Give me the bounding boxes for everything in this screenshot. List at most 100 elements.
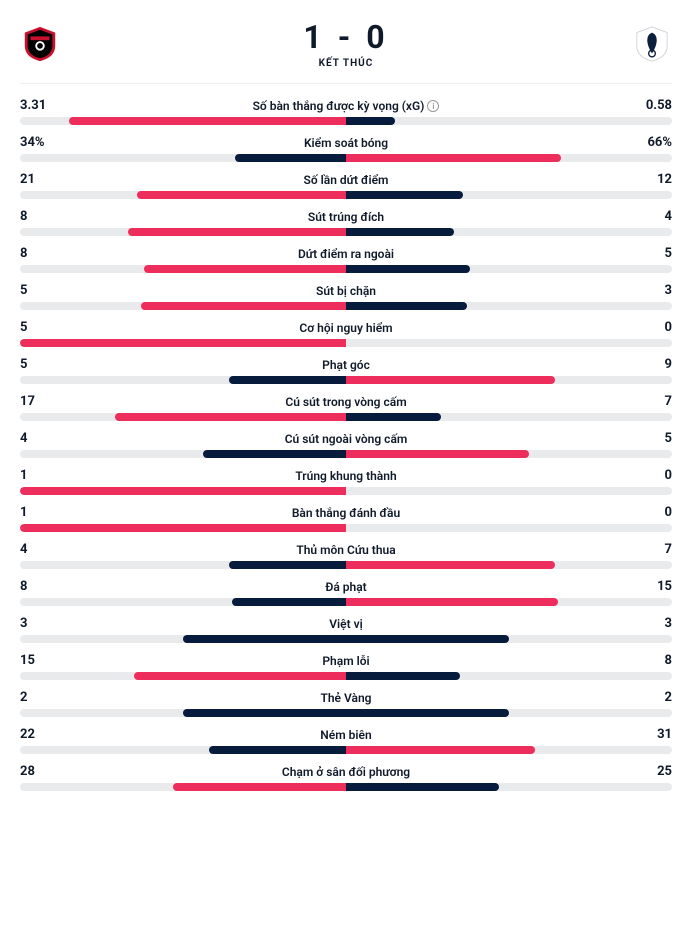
stat-away-value: 9 [622,357,672,372]
stat-label: Cú sút trong vòng cấm [70,395,622,409]
stat-bar-home [20,561,346,569]
stat-home-value: 2 [20,690,70,705]
stat-bar-home-fill [141,302,346,310]
stat-row: 22Ném biên31 [20,727,672,754]
stat-bar-home [20,191,346,199]
stat-bar-away [346,746,672,754]
stat-bar-away-fill [346,561,555,569]
stat-row: 8Sút trúng đích4 [20,209,672,236]
stat-bar-home [20,413,346,421]
stat-away-value: 31 [622,727,672,742]
stat-home-value: 8 [20,579,70,594]
home-crest[interactable] [20,24,60,64]
stat-bar-home-fill [229,376,346,384]
stat-bar-home-fill [115,413,346,421]
stat-bar-away [346,561,672,569]
away-crest[interactable] [632,24,672,64]
stat-row: 3Việt vị3 [20,616,672,643]
stat-bar-away [346,191,672,199]
stat-row: 5Cơ hội nguy hiểm0 [20,320,672,347]
stat-bar-home [20,524,346,532]
stat-away-value: 7 [622,394,672,409]
stat-bar-away-fill [346,413,441,421]
stat-bar [20,265,672,273]
stat-bar-away [346,487,672,495]
stat-bar [20,191,672,199]
stat-bar-home [20,302,346,310]
stat-bar-home [20,635,346,643]
stat-bar-home-fill [183,709,346,717]
stats-list: 3.31Số bàn thắng được kỳ vọng (xG)i0.583… [20,98,672,791]
stat-home-value: 8 [20,209,70,224]
stat-bar-away [346,228,672,236]
stat-home-value: 34% [20,135,70,150]
stat-row: 3.31Số bàn thắng được kỳ vọng (xG)i0.58 [20,98,672,125]
stat-away-value: 2 [622,690,672,705]
stat-bar [20,635,672,643]
stat-bar-away-fill [346,709,509,717]
stat-away-value: 3 [622,616,672,631]
stat-bar-home-fill [144,265,346,273]
stat-bar [20,450,672,458]
stat-bar [20,413,672,421]
info-icon[interactable]: i [427,100,439,112]
stat-row: 1Bàn thắng đánh đầu0 [20,505,672,532]
stat-label: Số bàn thắng được kỳ vọng (xG)i [70,99,622,113]
stat-away-value: 7 [622,542,672,557]
stat-home-value: 1 [20,468,70,483]
stat-row: 2Thẻ Vàng2 [20,690,672,717]
stat-away-value: 4 [622,209,672,224]
stat-bar [20,783,672,791]
stat-home-value: 4 [20,431,70,446]
stat-label: Phạt góc [70,358,622,372]
stat-bar-away-fill [346,598,558,606]
stat-away-value: 0.58 [622,98,672,113]
stat-bar-away [346,635,672,643]
stat-bar-home [20,376,346,384]
stat-bar-home [20,339,346,347]
stat-label: Bàn thắng đánh đầu [70,506,622,520]
stat-bar [20,154,672,162]
stat-bar-away [346,413,672,421]
stat-label: Sút bị chặn [70,284,622,298]
stat-bar-away [346,783,672,791]
stat-bar-home [20,746,346,754]
stat-home-value: 5 [20,283,70,298]
stat-home-value: 5 [20,320,70,335]
stat-bar-away [346,376,672,384]
home-score: 1 [303,18,325,56]
stat-row: 5Phạt góc9 [20,357,672,384]
away-score: 0 [366,18,388,56]
stat-bar-home-fill [209,746,346,754]
stat-row: 5Sút bị chặn3 [20,283,672,310]
stat-bar-away [346,672,672,680]
stat-home-value: 21 [20,172,70,187]
stat-away-value: 0 [622,320,672,335]
stat-row: 4Cú sút ngoài vòng cấm5 [20,431,672,458]
stat-away-value: 5 [622,431,672,446]
stat-row: 15Phạm lỗi8 [20,653,672,680]
stat-bar [20,302,672,310]
stat-bar-home-fill [203,450,346,458]
stat-bar-home-fill [173,783,346,791]
stat-bar-away-fill [346,376,555,384]
stat-label: Chạm ở sân đối phương [70,765,622,779]
stat-bar [20,672,672,680]
stat-bar [20,339,672,347]
stat-label: Thủ môn Cứu thua [70,543,622,557]
stat-row: 8Đá phạt15 [20,579,672,606]
stat-bar-away-fill [346,783,499,791]
stat-home-value: 1 [20,505,70,520]
stat-label: Số lần dứt điểm [70,173,622,187]
stat-bar [20,487,672,495]
stat-away-value: 8 [622,653,672,668]
stat-bar-home [20,265,346,273]
stat-bar-home [20,709,346,717]
stat-bar-away [346,598,672,606]
stat-bar [20,524,672,532]
stat-away-value: 12 [622,172,672,187]
stat-bar-home-fill [134,672,346,680]
stat-bar-away-fill [346,635,509,643]
stat-label: Trúng khung thành [70,469,622,483]
stat-label: Sút trúng đích [70,210,622,224]
